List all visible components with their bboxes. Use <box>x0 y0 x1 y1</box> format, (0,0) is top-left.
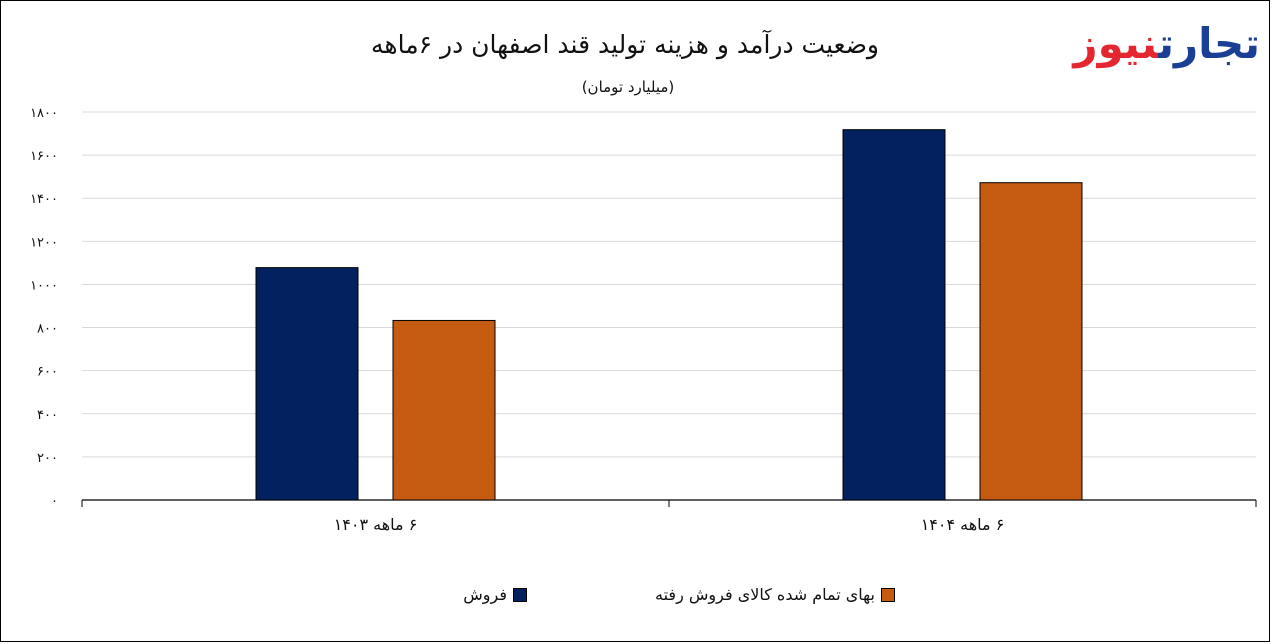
legend-label-production-cost: بهای تمام شده کالای فروش رفته <box>655 585 875 604</box>
chart-subtitle: (میلیارد تومان) <box>581 78 675 96</box>
y-tick-label: ۱۸۰۰ <box>30 106 58 121</box>
chart-title: وضعیت درآمد و هزینه تولید قند اصفهان در … <box>371 30 879 59</box>
y-tick-label: ۰ <box>51 494 58 509</box>
y-tick-label: ۱۶۰۰ <box>30 149 58 164</box>
y-tick-label: ۸۰۰ <box>37 322 58 337</box>
y-tick-label: ۲۰۰ <box>37 451 58 466</box>
bar-production-cost <box>392 319 496 501</box>
x-category-label: ۶ ماهه ۱۴۰۳ <box>334 515 418 534</box>
y-tick-label: ۱۴۰۰ <box>30 192 58 207</box>
legend-swatch-production-cost <box>881 587 895 602</box>
bar-production-cost <box>979 182 1083 501</box>
y-tick-label: ۱۰۰۰ <box>30 278 58 293</box>
legend: بهای تمام شده کالای فروش رفته فروش <box>455 585 895 611</box>
brand-logo: تجارتنیوز <box>1045 14 1260 74</box>
y-tick-label: ۱۲۰۰ <box>30 235 58 250</box>
bar-sales <box>255 267 359 501</box>
logo-word-1: تجارت <box>1158 19 1260 68</box>
legend-item-sales: فروش <box>463 585 527 604</box>
x-category-label: ۶ ماهه ۱۴۰۴ <box>921 515 1005 534</box>
legend-label-sales: فروش <box>463 585 507 604</box>
y-tick-label: ۶۰۰ <box>37 365 58 380</box>
bar-sales <box>842 129 946 501</box>
legend-item-production-cost: بهای تمام شده کالای فروش رفته <box>655 585 895 604</box>
legend-swatch-sales <box>513 587 527 602</box>
y-tick-label: ۴۰۰ <box>37 408 58 423</box>
logo-word-2: نیوز <box>1073 19 1159 68</box>
